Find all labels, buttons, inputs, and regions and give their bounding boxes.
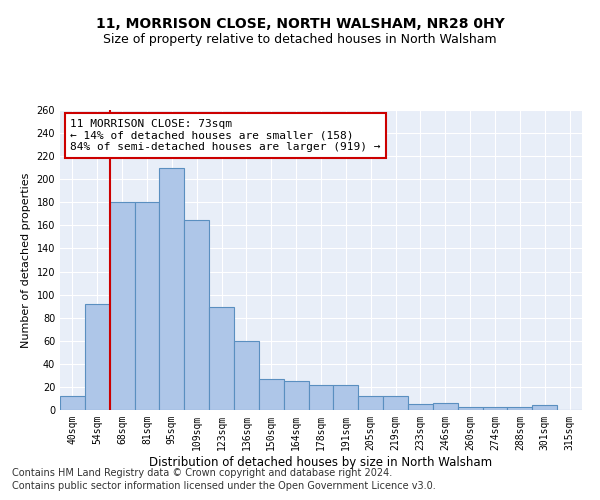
Bar [508, 406, 532, 410]
Bar [358, 396, 383, 410]
Bar [85, 304, 110, 410]
Text: 11, MORRISON CLOSE, NORTH WALSHAM, NR28 0HY: 11, MORRISON CLOSE, NORTH WALSHAM, NR28 … [95, 18, 505, 32]
Bar [334, 384, 358, 410]
Bar [482, 406, 508, 410]
Bar [160, 168, 184, 410]
Bar [60, 396, 85, 410]
Bar [458, 406, 482, 410]
Bar [134, 202, 160, 410]
Text: Contains public sector information licensed under the Open Government Licence v3: Contains public sector information licen… [12, 481, 436, 491]
Bar [209, 308, 234, 410]
Bar [532, 406, 557, 410]
Bar [234, 341, 259, 410]
Bar [284, 381, 308, 410]
Bar [408, 404, 433, 410]
Bar [383, 396, 408, 410]
Bar [110, 202, 134, 410]
Y-axis label: Number of detached properties: Number of detached properties [21, 172, 31, 348]
Text: Size of property relative to detached houses in North Walsham: Size of property relative to detached ho… [103, 32, 497, 46]
Text: 11 MORRISON CLOSE: 73sqm
← 14% of detached houses are smaller (158)
84% of semi-: 11 MORRISON CLOSE: 73sqm ← 14% of detach… [70, 119, 381, 152]
Text: Contains HM Land Registry data © Crown copyright and database right 2024.: Contains HM Land Registry data © Crown c… [12, 468, 392, 477]
Bar [184, 220, 209, 410]
Bar [433, 403, 458, 410]
Bar [308, 384, 334, 410]
X-axis label: Distribution of detached houses by size in North Walsham: Distribution of detached houses by size … [149, 456, 493, 468]
Bar [259, 379, 284, 410]
